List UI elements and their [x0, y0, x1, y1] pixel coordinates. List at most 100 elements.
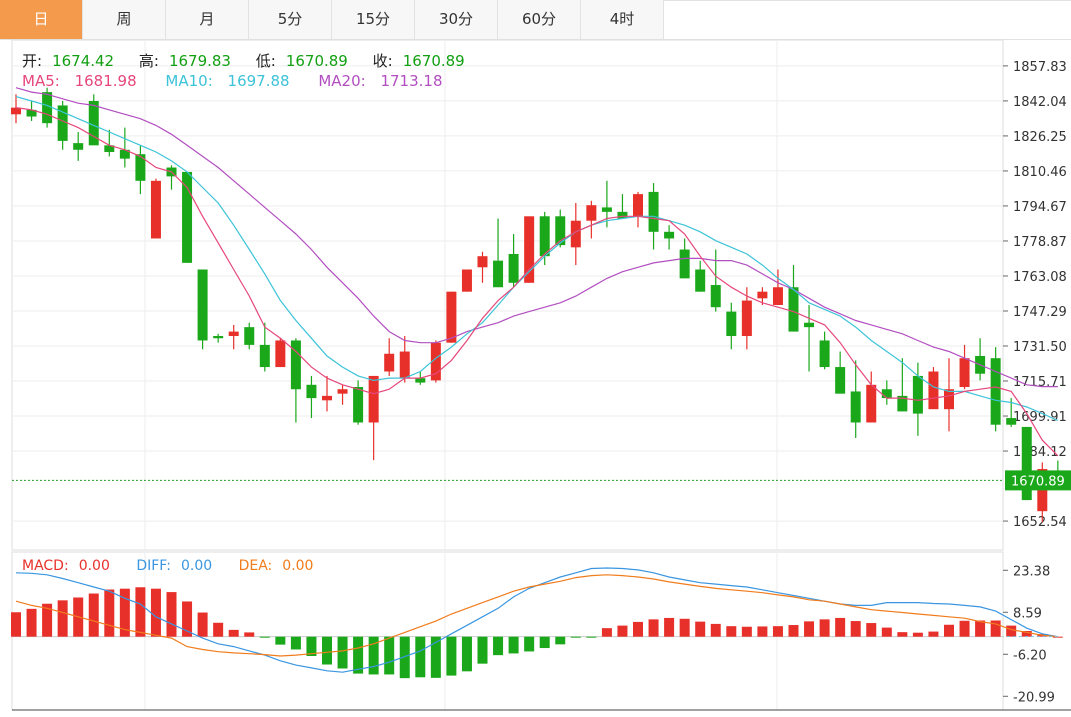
- diff-value: 0.00: [180, 558, 213, 574]
- candle-body: [353, 387, 364, 423]
- candle-body: [119, 149, 130, 159]
- tab-4hour[interactable]: 4时: [581, 0, 664, 39]
- dea-label: DEA:: [238, 558, 273, 574]
- macd-bar: [897, 632, 908, 637]
- candle-body: [990, 358, 1001, 425]
- macd-bar: [197, 612, 208, 637]
- macd-bar: [633, 621, 643, 637]
- macd-bar: [415, 636, 426, 678]
- macd-bar: [228, 629, 239, 637]
- candle-body: [570, 220, 581, 248]
- candle-body: [415, 378, 426, 383]
- macd-bar: [150, 588, 161, 637]
- candle-body: [26, 109, 37, 117]
- candle-body: [912, 375, 923, 414]
- candle-body: [539, 216, 550, 257]
- ma20-label: MA20:: [318, 72, 366, 90]
- macd-bar: [804, 621, 815, 637]
- candle-body: [850, 391, 861, 423]
- candle-body: [88, 100, 99, 146]
- macd-readout: MACD: 0.00 DIFF: 0.00 DEA: 0.00: [22, 558, 333, 574]
- candle-body: [772, 287, 783, 305]
- period-tabs: 日 周 月 5分 15分 30分 60分 4时: [0, 0, 1071, 40]
- candle-body: [819, 340, 830, 368]
- macd-bar: [866, 623, 877, 637]
- macd-y-tick-label: -20.99: [1013, 690, 1055, 705]
- macd-bar: [726, 626, 737, 637]
- macd-bar: [26, 608, 37, 637]
- candle-body: [866, 384, 877, 423]
- y-tick-label: 1810.46: [1013, 165, 1067, 180]
- candle-body: [11, 107, 21, 115]
- candle-body: [197, 269, 208, 341]
- macd-bar: [182, 601, 193, 637]
- candle-body: [368, 375, 379, 423]
- macd-bar: [1006, 625, 1017, 637]
- y-tick-label: 1684.12: [1013, 445, 1067, 460]
- candle-body: [648, 191, 659, 232]
- candle-body: [399, 351, 410, 379]
- macd-bar: [368, 636, 379, 675]
- low-value: 1670.89: [285, 52, 348, 70]
- candle-body: [695, 269, 706, 292]
- macd-bar: [446, 636, 457, 676]
- ma5-value: 1681.98: [74, 72, 137, 90]
- tab-5min[interactable]: 5分: [249, 0, 332, 39]
- macd-bar: [819, 619, 830, 637]
- macd-bar: [337, 636, 348, 669]
- tab-bar-fill: [664, 0, 1071, 39]
- macd-bar: [835, 617, 846, 637]
- close-value: 1670.89: [402, 52, 465, 70]
- candle-body: [150, 180, 161, 239]
- y-tick-label: 1794.67: [1013, 200, 1067, 215]
- tab-day[interactable]: 日: [0, 0, 83, 39]
- macd-bar: [788, 625, 799, 637]
- candle-body: [741, 300, 752, 337]
- candle-body: [493, 260, 504, 288]
- candle-body: [804, 322, 815, 328]
- macd-bar: [166, 592, 177, 637]
- tab-month[interactable]: 月: [166, 0, 249, 39]
- tab-30min[interactable]: 30分: [415, 0, 498, 39]
- candle-body: [726, 311, 737, 337]
- candle-body: [664, 231, 675, 239]
- ma10-label: MA10:: [165, 72, 213, 90]
- macd-bar: [259, 636, 270, 638]
- macd-bar: [213, 622, 224, 637]
- macd-bar: [11, 612, 21, 637]
- candle-body: [679, 249, 690, 279]
- candle-body: [461, 269, 472, 292]
- macd-bar: [959, 620, 970, 637]
- macd-bar: [664, 617, 675, 637]
- macd-bar: [617, 625, 628, 637]
- macd-bar: [741, 626, 752, 637]
- candle-body: [446, 291, 457, 343]
- tab-week[interactable]: 周: [83, 0, 166, 39]
- candle-body: [1021, 426, 1032, 501]
- macd-y-tick-label: 23.38: [1013, 564, 1050, 579]
- y-tick-label: 1842.04: [1013, 95, 1067, 110]
- candle-body: [228, 331, 239, 337]
- macd-bar: [772, 626, 783, 637]
- candle-body: [73, 143, 84, 150]
- macd-bar: [306, 636, 317, 656]
- macd-bar: [570, 636, 581, 638]
- macd-bar: [119, 588, 130, 637]
- tab-15min[interactable]: 15分: [332, 0, 415, 39]
- candle-body: [259, 344, 270, 368]
- tab-60min[interactable]: 60分: [498, 0, 581, 39]
- high-value: 1679.83: [168, 52, 231, 70]
- candle-body: [244, 327, 255, 345]
- candle-body: [384, 353, 395, 372]
- y-tick-label: 1826.25: [1013, 130, 1067, 145]
- ma5-line: [15, 107, 1059, 457]
- ma10-line: [15, 96, 1059, 422]
- macd-bar: [57, 600, 68, 637]
- candle-body: [135, 154, 146, 181]
- macd-y-tick-label: 8.59: [1013, 606, 1042, 621]
- macd-bar: [384, 636, 395, 675]
- close-label: 收:: [372, 52, 393, 70]
- candle-body: [1006, 418, 1017, 425]
- ma20-line: [15, 87, 1058, 388]
